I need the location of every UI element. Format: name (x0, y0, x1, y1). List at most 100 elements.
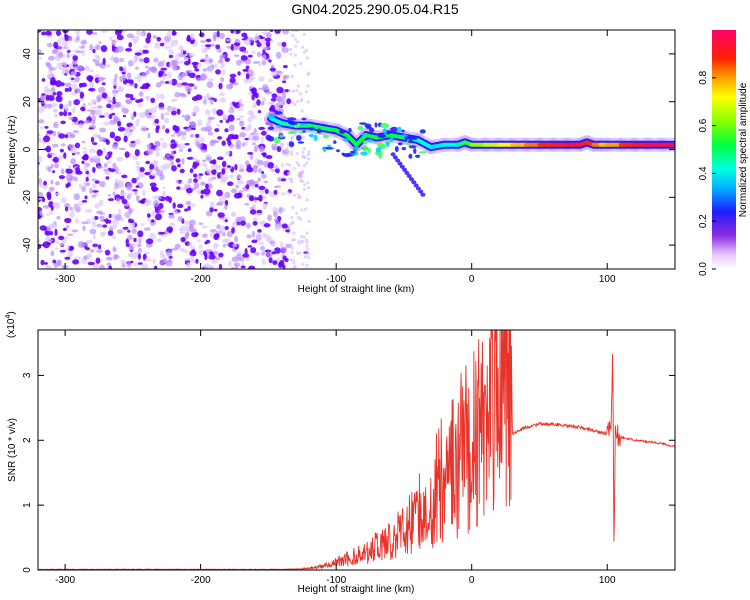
noise-dot (295, 30, 299, 33)
noise-dot (185, 69, 193, 73)
noise-dot (272, 207, 279, 212)
noise-dot (267, 214, 272, 222)
noise-dot (158, 209, 165, 214)
noise-dot (207, 131, 214, 136)
noise-dot (91, 194, 97, 198)
noise-dot (213, 250, 219, 256)
noise-dot (64, 134, 69, 139)
noise-dot (102, 224, 108, 228)
noise-dot (100, 231, 107, 235)
snr-ytick-label: 3 (22, 372, 33, 378)
noise-dot (273, 189, 278, 195)
noise-dot (143, 49, 149, 54)
noise-dot (55, 181, 60, 186)
noise-dot (229, 77, 236, 84)
noise-dot (116, 45, 124, 53)
noise-dot (151, 160, 159, 165)
noise-dot (163, 41, 170, 45)
noise-dot (98, 115, 105, 118)
noise-dot (113, 119, 118, 124)
noise-dot (234, 235, 239, 243)
noise-dot (128, 207, 132, 214)
noise-dot (307, 157, 311, 161)
noise-dot (134, 52, 142, 56)
noise-dot (42, 241, 51, 249)
noise-dot (252, 142, 256, 146)
noise-dot (55, 80, 62, 88)
noise-dot (206, 121, 211, 128)
noise-dot (296, 193, 301, 197)
noise-dot (50, 87, 56, 93)
noise-dot (107, 99, 114, 103)
ridge-branch-blob (411, 180, 417, 185)
noise-dot (123, 65, 127, 69)
noise-dot (174, 91, 181, 98)
noise-dot (299, 97, 304, 102)
colorbar-gradient (712, 30, 736, 269)
noise-dot (94, 54, 100, 59)
noise-dot (45, 30, 52, 36)
noise-dot (280, 142, 285, 146)
noise-dot (183, 183, 189, 188)
noise-dot (302, 147, 306, 151)
noise-dot (254, 197, 260, 201)
noise-dot (201, 47, 208, 54)
ridge-blob (267, 126, 275, 130)
ridge-blob (273, 137, 281, 144)
noise-dot (71, 229, 79, 233)
snr-xtick-label: -200 (191, 575, 211, 586)
spectrogram-xtick-label: 0 (469, 274, 475, 285)
noise-dot (301, 150, 305, 154)
noise-dot (191, 61, 199, 66)
spectrogram-xtick-label: 100 (599, 274, 616, 285)
noise-dot (250, 153, 254, 161)
noise-dot (67, 250, 74, 257)
noise-dot (208, 116, 216, 121)
ridge-blob (380, 122, 389, 129)
snr-ytick-label: 2 (22, 437, 33, 443)
noise-dot (109, 131, 116, 139)
noise-dot (186, 187, 193, 194)
noise-dot (288, 89, 292, 93)
ridge-branch-blob (413, 183, 419, 188)
noise-dot (112, 235, 116, 240)
noise-dot (245, 73, 250, 80)
ridge-core (279, 121, 298, 128)
snr-panel: -300 -200 -100 0 100 0 1 2 3 Height of straight … (5, 311, 676, 595)
noise-dot (121, 107, 129, 114)
noise-dot (119, 58, 124, 62)
ridge-core (429, 142, 447, 150)
ridge-blob (348, 127, 352, 133)
noise-dot (263, 223, 271, 228)
noise-dot (80, 45, 86, 49)
noise-dot (153, 57, 159, 63)
noise-dot (95, 109, 103, 116)
noise-dot (90, 106, 98, 109)
noise-dot (233, 42, 241, 47)
noise-dot (83, 255, 88, 260)
noise-dot (171, 39, 178, 44)
noise-dot (301, 154, 305, 158)
noise-dot (134, 149, 140, 157)
noise-dot (89, 44, 94, 51)
noise-dot (306, 181, 310, 185)
noise-dot (99, 215, 105, 220)
noise-dot (256, 160, 264, 166)
noise-dot (278, 206, 283, 214)
noise-dot (285, 163, 289, 166)
noise-dot (196, 159, 200, 163)
noise-dot (81, 200, 88, 203)
noise-dot (49, 67, 56, 71)
noise-dot (225, 199, 229, 206)
noise-dot (220, 62, 225, 69)
noise-dot (52, 202, 58, 208)
noise-dot (301, 45, 305, 49)
noise-dot (262, 232, 268, 239)
noise-dot (145, 70, 150, 75)
noise-dot (200, 40, 207, 43)
noise-dot (67, 131, 72, 135)
noise-dot (72, 106, 76, 114)
noise-dot (139, 86, 146, 90)
noise-dot (177, 216, 183, 222)
noise-dot (209, 206, 214, 213)
